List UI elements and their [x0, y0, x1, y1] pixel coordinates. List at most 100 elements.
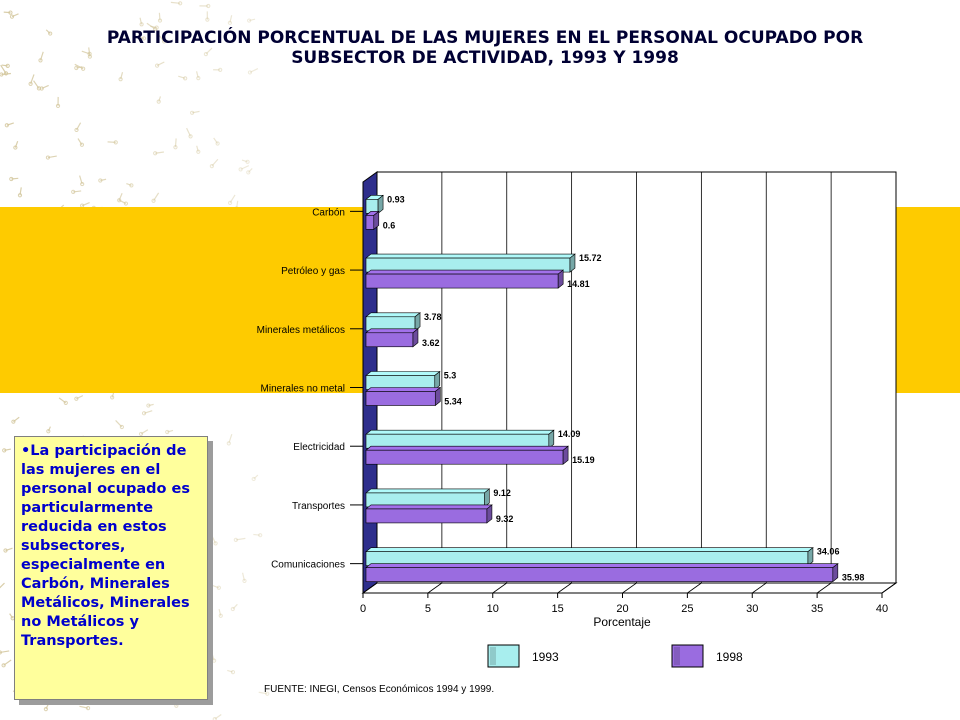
pattern-dot — [218, 613, 223, 618]
pattern-stroke — [192, 110, 200, 114]
data-label: 5.34 — [444, 397, 462, 407]
gridline-floor — [687, 582, 702, 594]
pattern-stroke — [158, 96, 162, 102]
bar-top — [365, 312, 421, 318]
x-tick-label: 10 — [487, 603, 499, 615]
bar-end — [484, 488, 490, 508]
pattern-dot — [209, 164, 214, 169]
bar-end — [414, 312, 421, 332]
pattern-dot — [155, 63, 160, 68]
pattern-dot — [258, 533, 263, 538]
category-label: Carbón — [312, 207, 345, 218]
pattern-dot — [196, 149, 201, 154]
bar-end — [807, 547, 814, 567]
pattern-stroke — [229, 15, 233, 23]
note-box: •La participación de las mujeres en el p… — [14, 436, 208, 700]
pattern-stroke — [241, 572, 246, 581]
pattern-dot — [3, 71, 9, 76]
bar-1993 — [365, 194, 384, 214]
data-label: 35.98 — [842, 573, 865, 583]
pattern-dot — [3, 548, 8, 553]
pattern-stroke — [126, 182, 132, 186]
pattern-stroke — [229, 194, 236, 204]
bar-top — [365, 387, 442, 392]
bar-top — [365, 253, 576, 259]
bar-top — [365, 504, 493, 510]
pattern-dot — [139, 22, 144, 27]
pattern-dot — [251, 476, 256, 482]
pattern-dot — [161, 39, 167, 44]
bar-1998 — [365, 269, 565, 289]
data-label: 5.3 — [444, 371, 457, 381]
pattern-stroke — [227, 669, 234, 673]
data-label: 15.19 — [572, 455, 595, 465]
pattern-dot — [4, 123, 9, 128]
pattern-dot — [1, 663, 6, 668]
bar-end — [557, 269, 564, 289]
pattern-stroke — [218, 609, 222, 616]
x-tick-label: 0 — [360, 603, 366, 615]
data-label: 14.81 — [567, 279, 590, 289]
pattern-dot — [174, 703, 179, 708]
pattern-stroke — [45, 29, 51, 34]
bar-1998 — [365, 563, 839, 583]
pattern-stroke — [205, 47, 213, 55]
pattern-dot — [110, 395, 115, 400]
data-label: 3.78 — [424, 312, 442, 322]
bar-1993 — [365, 429, 555, 449]
pattern-dot — [5, 63, 10, 68]
pattern-dot — [205, 17, 210, 22]
bar-front — [365, 273, 559, 289]
pattern-dot — [226, 441, 231, 446]
pattern-dot — [123, 201, 129, 206]
pattern-stroke — [240, 165, 250, 170]
pattern-dot — [233, 537, 238, 543]
gridline-floor — [816, 582, 832, 594]
bar-top — [365, 328, 419, 334]
pattern-dot — [152, 26, 158, 32]
pattern-dot — [227, 20, 232, 25]
pattern-dot — [141, 411, 147, 416]
x-tick-label: 40 — [876, 603, 888, 615]
title-line-1: PARTICIPACIÓN PORCENTUAL DE LAS MUJERES … — [106, 28, 864, 48]
pattern-stroke — [9, 613, 14, 619]
pattern-stroke — [253, 474, 259, 480]
pattern-stroke — [45, 702, 50, 710]
data-label: 0.6 — [383, 220, 396, 230]
bar-end — [377, 194, 384, 214]
category-label: Minerales metálicos — [257, 325, 345, 336]
pattern-dot — [188, 134, 193, 139]
category-label: Minerales no metal — [261, 384, 345, 395]
pattern-stroke — [167, 429, 174, 433]
gridline-floor — [492, 582, 507, 594]
pattern-dot — [87, 51, 92, 56]
pattern-dot — [230, 669, 236, 675]
pattern-dot — [156, 99, 161, 104]
pattern-dot — [238, 167, 243, 172]
pattern-dot — [48, 31, 53, 36]
pattern-dot — [39, 86, 44, 91]
pattern-dot — [17, 193, 23, 198]
pattern-dot — [247, 18, 252, 23]
bar-1993 — [365, 312, 421, 332]
pattern-stroke — [196, 145, 199, 152]
title-line-2: SUBSECTOR DE ACTIVIDAD, 1993 Y 1998 — [291, 48, 679, 68]
pattern-dot — [2, 448, 7, 453]
pattern-dot — [246, 170, 251, 175]
pattern-stroke — [100, 178, 107, 182]
bar-top — [365, 547, 814, 552]
bar-end — [434, 386, 441, 407]
bar-end — [569, 253, 576, 273]
x-tick-label: 25 — [681, 603, 693, 615]
bar-end — [373, 210, 380, 230]
legend-swatch-shade — [674, 647, 680, 665]
pattern-dot — [151, 198, 156, 203]
x-tick-label: 5 — [425, 603, 431, 615]
legend-label-1998: 1998 — [716, 650, 743, 664]
pattern-stroke — [76, 66, 83, 69]
pattern-stroke — [253, 533, 261, 536]
bar-1993 — [365, 370, 441, 391]
pattern-stroke — [228, 433, 233, 444]
source-note: FUENTE: INEGI, Censos Económicos 1994 y … — [264, 684, 495, 695]
